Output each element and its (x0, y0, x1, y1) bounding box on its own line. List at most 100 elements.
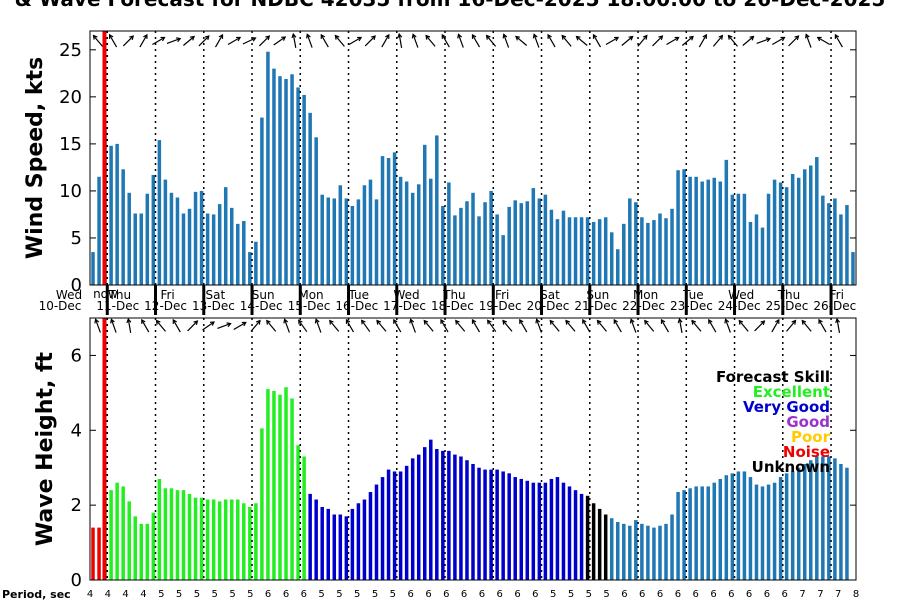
wind-direction-arrow-head (397, 32, 403, 39)
period-value: 5 (390, 589, 396, 600)
wave-bar (266, 389, 270, 580)
wave-bar (133, 516, 137, 580)
wind-bar (350, 205, 355, 285)
wind-bar (332, 198, 337, 285)
wind-ytick-label: 10 (59, 181, 82, 202)
wind-direction-arrow (183, 36, 195, 46)
wave-direction-arrow-head (193, 320, 199, 326)
wave-direction-arrow-head (519, 318, 524, 324)
period-value: 6 (497, 589, 503, 600)
wave-bar (609, 518, 614, 580)
wave-direction-arrow (836, 318, 841, 334)
wave-bar (278, 394, 282, 580)
wind-direction-arrow (698, 34, 707, 48)
wave-bar (338, 514, 343, 580)
wave-direction-arrow (786, 320, 796, 332)
day-label-date: 24-Dec (718, 299, 761, 313)
wind-bar (314, 137, 318, 285)
period-value: 6 (283, 589, 289, 600)
wind-bar (591, 221, 596, 285)
wave-direction-arrow-head (613, 318, 619, 324)
wave-direction-arrow-head (255, 319, 261, 325)
wave-direction-arrow (110, 319, 117, 333)
wind-direction-arrow (242, 37, 256, 45)
wave-direction-arrow-head (582, 318, 587, 324)
wave-bar (730, 473, 735, 580)
wind-direction-arrow (258, 35, 270, 47)
wind-bar (531, 188, 536, 285)
day-label-date: 18-Dec (431, 299, 474, 313)
wind-bar (290, 74, 294, 286)
wind-direction-arrow (756, 38, 771, 44)
wave-bar (712, 482, 717, 580)
wave-bar (223, 499, 228, 580)
wave-bar (398, 471, 403, 580)
wind-direction-arrow-head (674, 36, 680, 42)
wind-direction-arrow-head (749, 35, 755, 41)
wind-direction-arrow-head (334, 34, 340, 40)
wave-bar (658, 525, 662, 580)
wind-bar (573, 217, 578, 285)
wind-ytick-label: 15 (59, 134, 82, 155)
wave-bar (217, 501, 222, 580)
wind-bar (236, 223, 240, 285)
legend-entry-very-good: Very Good (743, 398, 830, 416)
legend-entry-poor: Poor (791, 428, 831, 446)
wind-direction-arrow (139, 34, 148, 48)
wave-direction-arrow-head (360, 319, 366, 325)
day-label-dow: Tue (348, 288, 370, 302)
wind-direction-arrow-head (834, 33, 840, 39)
wind-direction-arrow (666, 36, 679, 46)
wave-direction-arrow (329, 320, 340, 332)
wind-bar (423, 144, 427, 285)
wind-bar (603, 217, 608, 285)
wave-direction-arrow-head (297, 319, 303, 325)
period-value: 5 (247, 589, 253, 600)
wave-ytick-label: 0 (71, 570, 82, 591)
wave-direction-arrow (284, 319, 290, 333)
wave-direction-arrow (725, 319, 731, 333)
wave-bar (447, 450, 451, 580)
wave-direction-arrow (250, 320, 261, 332)
wave-bar (109, 490, 113, 580)
wind-bar (386, 158, 391, 285)
wave-bar (531, 482, 536, 580)
wave-bar (254, 503, 258, 580)
wave-direction-arrow (597, 320, 607, 332)
wind-bar (115, 143, 119, 285)
wind-direction-arrow-head (306, 33, 311, 39)
wave-direction-arrow-head (226, 322, 232, 328)
day-label-dow: Thu (777, 288, 801, 302)
wind-direction-arrow-head (727, 34, 733, 40)
wind-direction-arrow-head (236, 36, 242, 42)
wind-direction-arrow-head (780, 36, 786, 42)
wind-bar (537, 198, 542, 285)
wave-bar (543, 482, 548, 580)
wind-panel-frame (89, 30, 857, 286)
day-label-date: 13-Dec (192, 299, 235, 313)
wind-bar (169, 192, 174, 285)
wind-bar (248, 252, 252, 285)
wind-bar (157, 140, 162, 285)
wind-bar (205, 213, 210, 285)
wind-bar (260, 117, 264, 285)
day-label-dow: Sun (586, 288, 609, 302)
wave-bar (187, 493, 192, 580)
wind-bar (410, 192, 415, 285)
period-value: 5 (158, 589, 164, 600)
wave-direction-arrow-head (155, 319, 161, 325)
wind-direction-arrow (561, 35, 572, 47)
wave-direction-arrow-head (708, 318, 713, 324)
wave-bar (97, 527, 101, 580)
wind-direction-arrow (412, 34, 419, 48)
wave-panel-frame (89, 317, 857, 581)
wind-direction-arrow (348, 36, 362, 46)
wind-direction-arrow-head (515, 35, 521, 41)
wave-direction-arrow (660, 319, 670, 333)
period-value: 5 (194, 589, 200, 600)
wind-bar (567, 217, 572, 285)
wave-direction-arrow-head (440, 318, 445, 324)
wind-direction-arrow-head (265, 35, 271, 41)
wind-direction-arrow-head (108, 33, 114, 39)
period-value: 6 (425, 589, 431, 600)
